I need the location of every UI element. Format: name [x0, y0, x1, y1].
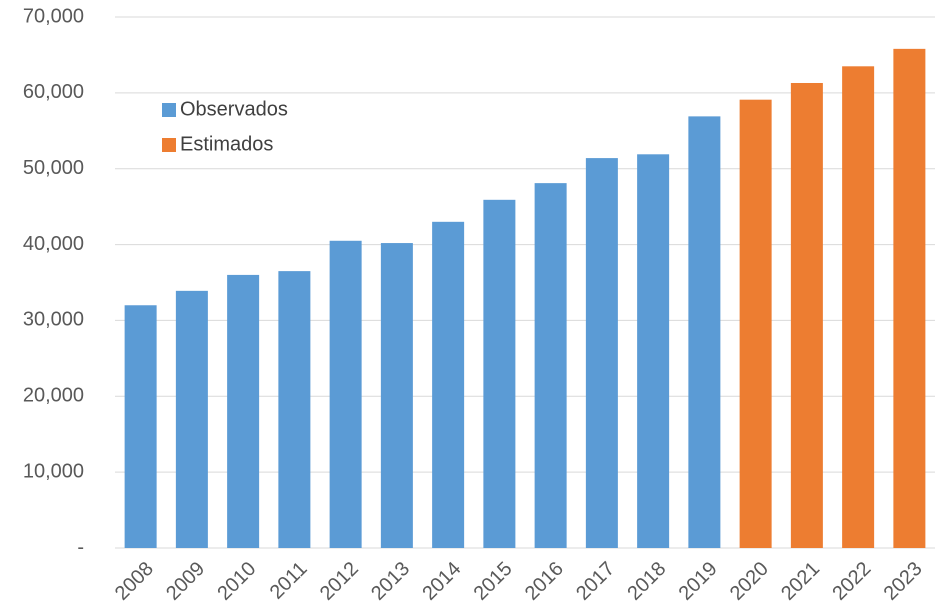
y-tick-label: 30,000 [23, 309, 84, 331]
bar [534, 183, 567, 548]
bar [380, 243, 413, 548]
bar [227, 274, 260, 548]
x-tick-label: 2012 [316, 558, 363, 605]
bar [483, 199, 516, 548]
y-tick-label: 70,000 [23, 5, 84, 27]
legend-label: Estimados [180, 133, 273, 155]
x-tick-label: 2019 [675, 558, 722, 605]
x-tick-label: 2018 [623, 558, 670, 605]
x-tick-label: 2021 [777, 558, 824, 605]
bar [893, 48, 926, 549]
bar [278, 271, 311, 548]
y-tick-label: 40,000 [23, 233, 84, 255]
bar [790, 82, 823, 548]
x-tick-label: 2022 [828, 558, 875, 605]
x-tick-label: 2010 [213, 558, 260, 605]
x-tick-label: 2020 [726, 558, 773, 605]
bar [175, 290, 208, 548]
bar [739, 99, 772, 548]
x-tick-label: 2016 [521, 558, 568, 605]
x-tick-label: 2023 [880, 558, 927, 605]
bar [688, 116, 721, 548]
legend-swatch [162, 103, 176, 117]
legend-label: Observados [180, 98, 288, 120]
x-tick-label: 2014 [418, 558, 465, 605]
y-tick-label: 50,000 [23, 157, 84, 179]
y-tick-label: - [77, 536, 84, 558]
bar [842, 66, 875, 549]
x-tick-label: 2009 [162, 558, 209, 605]
bar [124, 305, 157, 548]
x-tick-label: 2015 [470, 558, 517, 605]
bar [637, 154, 670, 548]
x-tick-label: 2011 [266, 558, 312, 604]
y-tick-label: 20,000 [23, 385, 84, 407]
y-tick-label: 10,000 [23, 460, 84, 482]
legend-swatch [162, 138, 176, 152]
y-tick-label: 60,000 [23, 81, 84, 103]
x-tick-label: 2008 [111, 558, 158, 605]
bar [432, 221, 465, 549]
bar [585, 158, 618, 548]
x-tick-label: 2017 [572, 558, 619, 605]
x-tick-label: 2013 [367, 558, 414, 605]
bar [329, 240, 362, 548]
